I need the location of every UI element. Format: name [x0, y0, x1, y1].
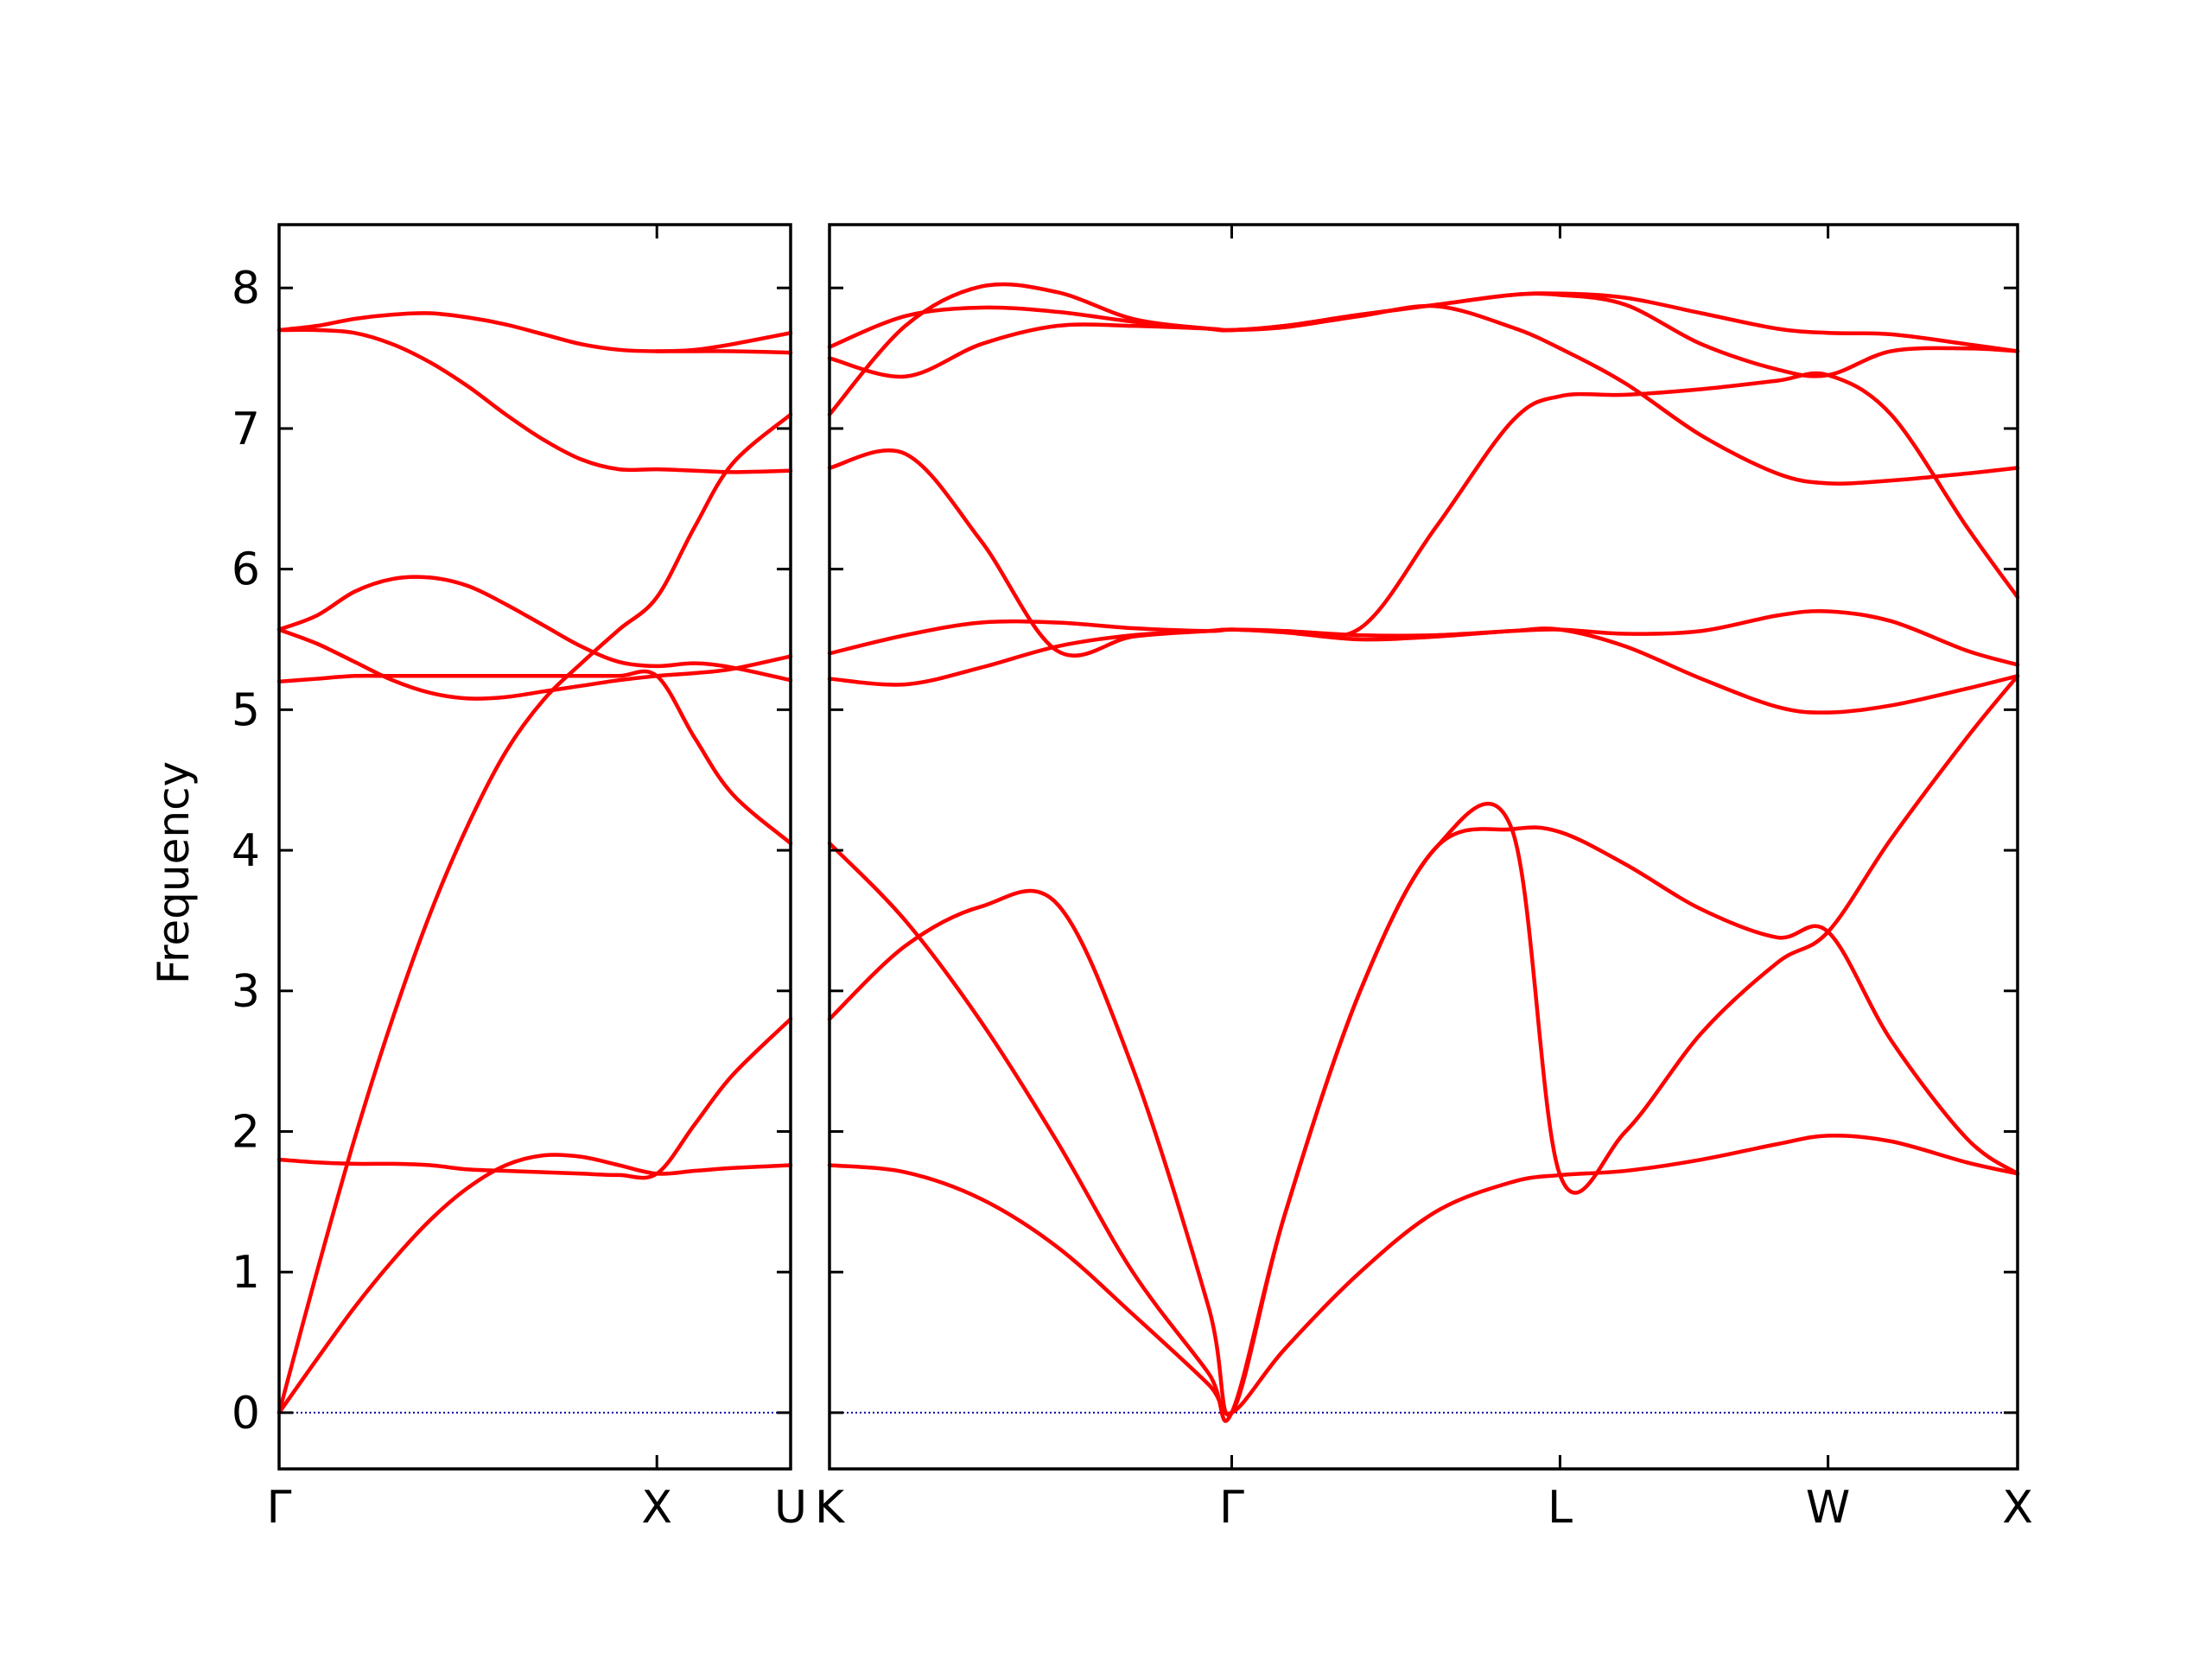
x-tick-label-Γ: Γ — [1219, 1482, 1244, 1534]
y-axis-label: Frequency — [149, 761, 199, 984]
band-line-5 — [827, 608, 2020, 667]
band-line-5 — [276, 1017, 793, 1180]
y-tick-label: 4 — [232, 825, 260, 877]
band-line-3 — [276, 627, 793, 701]
band-line-9 — [827, 291, 2020, 353]
x-tick-label-X: X — [2002, 1482, 2033, 1534]
x-tick-label-K: K — [815, 1482, 846, 1534]
panels-group: 0 1 2 3 4 5 6 7 8 Γ X U K Γ L W X — [232, 223, 2033, 1534]
y-tick-label: 1 — [232, 1247, 260, 1299]
band-line-1 — [276, 1153, 793, 1415]
y-tick-label: 7 — [232, 404, 260, 455]
band-line-3 — [827, 674, 2020, 1417]
panel-frame — [828, 223, 2019, 1471]
panel-1: 0 1 2 3 4 5 6 7 8 Γ X U — [232, 223, 807, 1534]
y-tick-label: 6 — [232, 544, 260, 596]
x-tick-label-U: U — [774, 1482, 807, 1534]
x-tick-label-L: L — [1548, 1482, 1573, 1534]
band-line-9 — [654, 349, 793, 355]
y-tick-label: 3 — [232, 966, 260, 1018]
y-tick-label: 0 — [232, 1388, 260, 1440]
x-tick-label-W: W — [1806, 1482, 1850, 1534]
band-line-2 — [276, 412, 793, 1415]
y-tick-label: 5 — [232, 684, 260, 736]
panel-frame — [277, 223, 792, 1471]
band-line-1 — [827, 1134, 2020, 1416]
x-tick-label-Γ: Γ — [267, 1482, 292, 1534]
band-line-6 — [276, 669, 793, 846]
band-line-7 — [276, 327, 793, 474]
y-tick-label: 2 — [232, 1106, 260, 1158]
y-tick-label: 8 — [232, 263, 260, 315]
band-line-6 — [827, 371, 2020, 658]
band-line-4 — [276, 575, 793, 683]
x-tick-label-X: X — [641, 1482, 672, 1534]
